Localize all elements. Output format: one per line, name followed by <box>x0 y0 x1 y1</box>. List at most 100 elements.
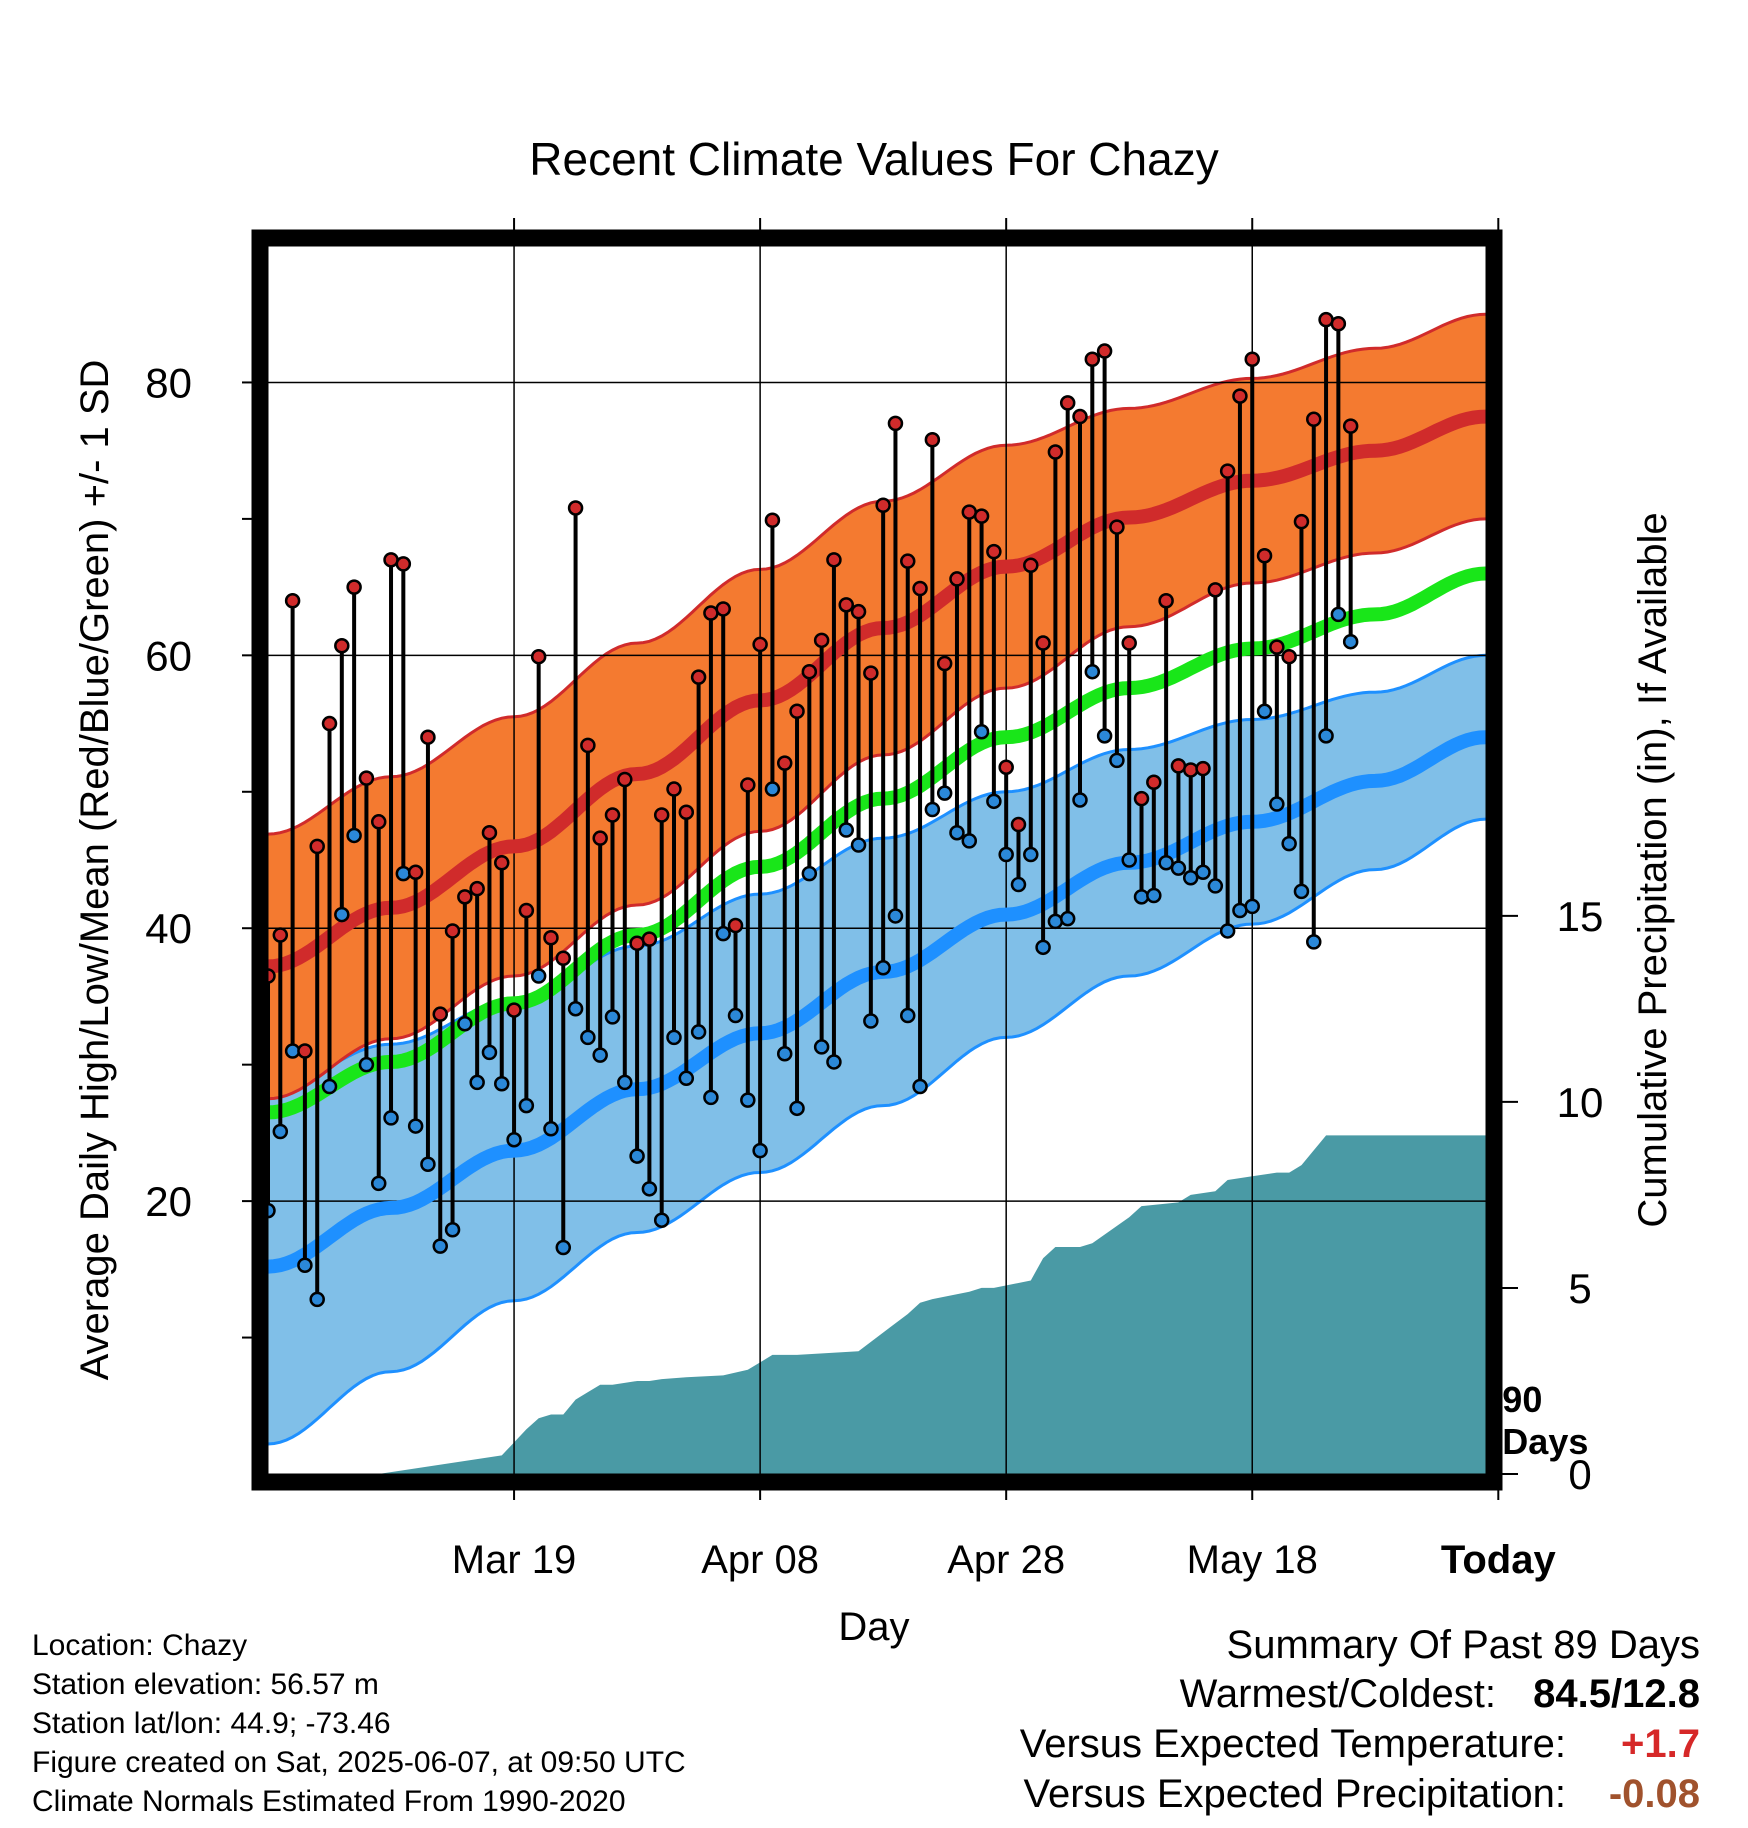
normals-text: Climate Normals Estimated From 1990-2020 <box>32 1785 626 1818</box>
daily-high-point <box>1146 774 1162 790</box>
y-right-tick-label: 10 <box>1557 1079 1604 1126</box>
daily-high-point <box>666 781 682 797</box>
daily-high-point <box>1207 582 1224 598</box>
daily-high-point <box>727 917 744 934</box>
daily-high-point <box>567 500 584 516</box>
precip-area <box>268 1135 1486 1474</box>
daily-high-point <box>518 902 535 919</box>
daily-low-point <box>949 824 965 841</box>
daily-low-point <box>1281 835 1297 852</box>
low-sd-lower-edge <box>268 817 1486 1446</box>
daily-low-point <box>1330 606 1347 623</box>
daily-high-point <box>494 854 510 871</box>
daily-low-point <box>801 865 818 882</box>
daily-low-point <box>1133 889 1150 905</box>
daily-low-point <box>875 960 891 976</box>
daily-low-point <box>518 1097 535 1114</box>
location-text: Location: Chazy <box>32 1629 248 1662</box>
daily-low-point <box>1158 854 1174 871</box>
daily-low-point <box>272 1123 289 1140</box>
daily-high-point <box>973 508 990 524</box>
normal-high-line <box>268 409 1486 974</box>
daily-high-point <box>912 580 928 597</box>
daily-low-point <box>1047 913 1064 930</box>
daily-high-point <box>653 807 670 823</box>
daily-high-point <box>1158 593 1174 609</box>
daily-low-point <box>457 1015 473 1032</box>
daily-high-point <box>641 931 658 947</box>
daily-high-point <box>469 880 485 897</box>
daily-low-point <box>506 1131 522 1148</box>
warmest-label: Warmest/Coldest: <box>1179 1672 1496 1716</box>
daily-low-point <box>740 1092 756 1108</box>
daily-high-point <box>1047 444 1064 460</box>
daily-high-point <box>555 950 572 966</box>
daily-high-point <box>1293 513 1310 530</box>
daily-low-point <box>998 846 1014 863</box>
daily-low-point <box>666 1029 682 1046</box>
daily-high-point <box>334 638 350 654</box>
daily-high-point <box>986 543 1002 560</box>
warmest-value: 84.5/12.8 <box>1533 1672 1700 1716</box>
daily-low-point <box>444 1222 461 1238</box>
daily-high-point <box>826 552 842 568</box>
temp-departure-label: Versus Expected Temperature: <box>1019 1722 1566 1766</box>
daily-low-point <box>653 1212 670 1228</box>
x-tick-label: Apr 28 <box>947 1538 1065 1582</box>
daily-high-point <box>1059 395 1076 411</box>
daily-low-point <box>592 1047 608 1063</box>
daily-high-point <box>1256 547 1273 564</box>
daily-high-point <box>1182 762 1199 778</box>
daily-high-point <box>949 571 965 587</box>
daily-low-point <box>1096 728 1113 744</box>
daily-high-point <box>592 830 608 846</box>
created-text: Figure created on Sat, 2025-06-07, at 09… <box>32 1746 686 1779</box>
daily-low-point <box>973 723 990 740</box>
daily-high-point <box>1010 816 1027 833</box>
daily-low-point <box>1084 663 1101 680</box>
daily-high-point <box>604 807 621 823</box>
y-right-tick-label: 15 <box>1557 893 1604 940</box>
daily-low-point <box>358 1056 375 1073</box>
daily-high-point <box>1244 351 1260 367</box>
daily-low-point <box>936 785 953 801</box>
daily-low-point <box>1059 910 1076 927</box>
daily-low-point <box>1256 703 1273 720</box>
daily-low-point <box>826 1054 842 1070</box>
daily-high-point <box>900 553 916 569</box>
daily-high-point <box>1232 388 1248 404</box>
daily-high-point <box>690 669 707 685</box>
daily-low-point <box>432 1238 448 1254</box>
daily-low-point <box>604 1009 621 1025</box>
daily-high-point <box>383 552 399 568</box>
daily-low-point <box>1072 792 1088 808</box>
daily-high-point <box>789 703 805 720</box>
x-tick-label: Apr 08 <box>701 1538 819 1582</box>
y-axis-right-label: Cumulative Precipitation (in), If Availa… <box>1631 512 1675 1227</box>
daily-low-point <box>469 1074 485 1091</box>
precip-departure-value: -0.08 <box>1608 1772 1700 1816</box>
daily-low-point <box>961 833 978 849</box>
daily-high-point <box>457 889 473 905</box>
daily-high-point <box>1109 519 1125 535</box>
axes: 20 40 60 80 0 5 10 15 Mar 19 Apr 08 Apr 28 May 18 To… <box>145 218 1603 1582</box>
daily-high-point <box>1195 760 1211 777</box>
daily-high-point <box>752 636 768 653</box>
daily-low-point <box>924 801 941 818</box>
daily-low-point <box>268 1202 276 1219</box>
y-left-tick-label: 40 <box>145 905 192 952</box>
daily-low-point <box>1121 852 1137 868</box>
x-tick-label: May 18 <box>1187 1538 1318 1582</box>
daily-high-point <box>1269 639 1285 655</box>
daily-high-point <box>863 665 879 681</box>
daily-low-point <box>1010 876 1027 893</box>
daily-high-point <box>813 632 830 649</box>
daily-observations <box>268 311 1359 1308</box>
daily-low-point <box>1109 752 1125 769</box>
daily-high-point <box>395 556 412 572</box>
daily-low-point <box>912 1078 928 1095</box>
daily-high-point <box>936 655 953 672</box>
daily-low-point <box>776 1046 793 1062</box>
daily-low-point <box>1318 728 1334 744</box>
